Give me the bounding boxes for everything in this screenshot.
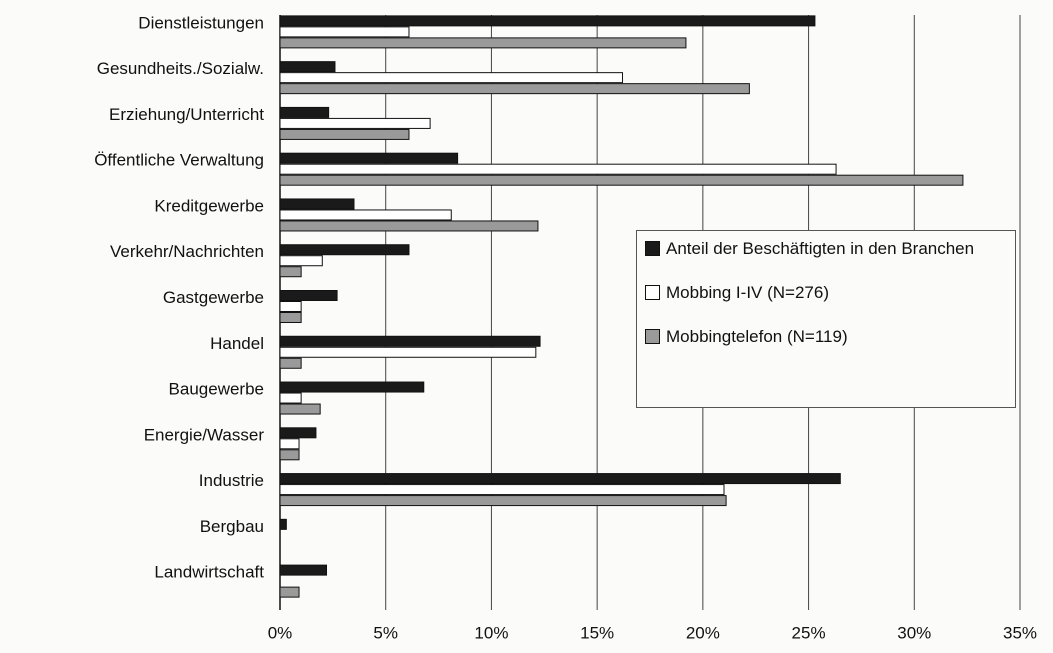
bar — [279, 83, 750, 95]
y-tick-label: Verkehr/Nachrichten — [110, 242, 264, 261]
legend: Anteil der Beschäftigten in den Branchen… — [636, 230, 1016, 408]
bar — [279, 255, 323, 267]
bar — [279, 61, 336, 73]
bar — [279, 301, 302, 312]
x-tick-label: 30% — [897, 623, 931, 642]
bar — [279, 438, 300, 450]
x-tick-label: 5% — [373, 623, 398, 642]
y-tick-label: Industrie — [199, 471, 264, 490]
x-tick-label: 10% — [474, 623, 508, 642]
bar — [279, 37, 687, 49]
legend-label: Mobbingtelefon (N=119) — [666, 327, 848, 346]
bar — [279, 72, 624, 84]
x-tick-label: 20% — [686, 623, 720, 642]
bar — [279, 473, 841, 485]
y-tick-label: Öffentliche Verwaltung — [94, 151, 264, 170]
x-tick-label: 35% — [1003, 623, 1037, 642]
x-tick-label: 0% — [268, 623, 293, 642]
legend-item: Anteil der Beschäftigten in den Branchen — [645, 237, 1007, 261]
bar — [279, 484, 725, 496]
bar — [279, 335, 541, 347]
y-tick-label: Gesundheits./Sozialw. — [97, 59, 264, 78]
legend-item: Mobbingtelefon (N=119) — [645, 325, 1007, 349]
bar — [279, 163, 837, 175]
bar — [279, 586, 300, 598]
bar — [279, 266, 302, 278]
bar — [279, 117, 431, 129]
y-tick-label: Energie/Wasser — [144, 425, 265, 444]
y-tick-label: Kreditgewerbe — [154, 196, 264, 215]
bar — [279, 495, 727, 507]
legend-swatch — [645, 285, 660, 300]
bar — [279, 220, 539, 232]
bar — [279, 403, 321, 415]
bar — [279, 357, 302, 369]
bar — [279, 392, 302, 404]
bar — [279, 244, 410, 256]
bar — [279, 26, 410, 38]
y-tick-label: Baugewerbe — [169, 380, 264, 399]
legend-label: Anteil der Beschäftigten in den Branchen — [666, 239, 975, 258]
bar — [279, 152, 459, 164]
bar — [279, 198, 355, 210]
bar — [279, 381, 425, 393]
bar — [279, 290, 338, 301]
y-tick-label: Handel — [210, 334, 264, 353]
x-tick-label: 15% — [580, 623, 614, 642]
y-tick-label: Gastgewerbe — [163, 288, 264, 307]
y-tick-label: Erziehung/Unterricht — [109, 105, 264, 124]
bar — [279, 209, 452, 221]
bar — [279, 128, 410, 140]
bar — [279, 346, 537, 358]
bar — [279, 518, 287, 530]
x-tick-label: 25% — [792, 623, 826, 642]
y-tick-label: Landwirtschaft — [154, 563, 264, 582]
bar — [279, 312, 302, 323]
bar — [279, 174, 964, 186]
bar — [279, 106, 330, 118]
legend-item: Mobbing I-IV (N=276) — [645, 281, 1007, 305]
legend-swatch — [645, 241, 660, 256]
legend-swatch — [645, 329, 660, 344]
y-tick-label: Dienstleistungen — [138, 13, 264, 32]
bar — [279, 449, 300, 461]
bar — [279, 15, 816, 27]
bar — [279, 564, 328, 576]
bar — [279, 427, 317, 439]
y-tick-label: Bergbau — [200, 517, 264, 536]
legend-label: Mobbing I-IV (N=276) — [666, 283, 829, 302]
